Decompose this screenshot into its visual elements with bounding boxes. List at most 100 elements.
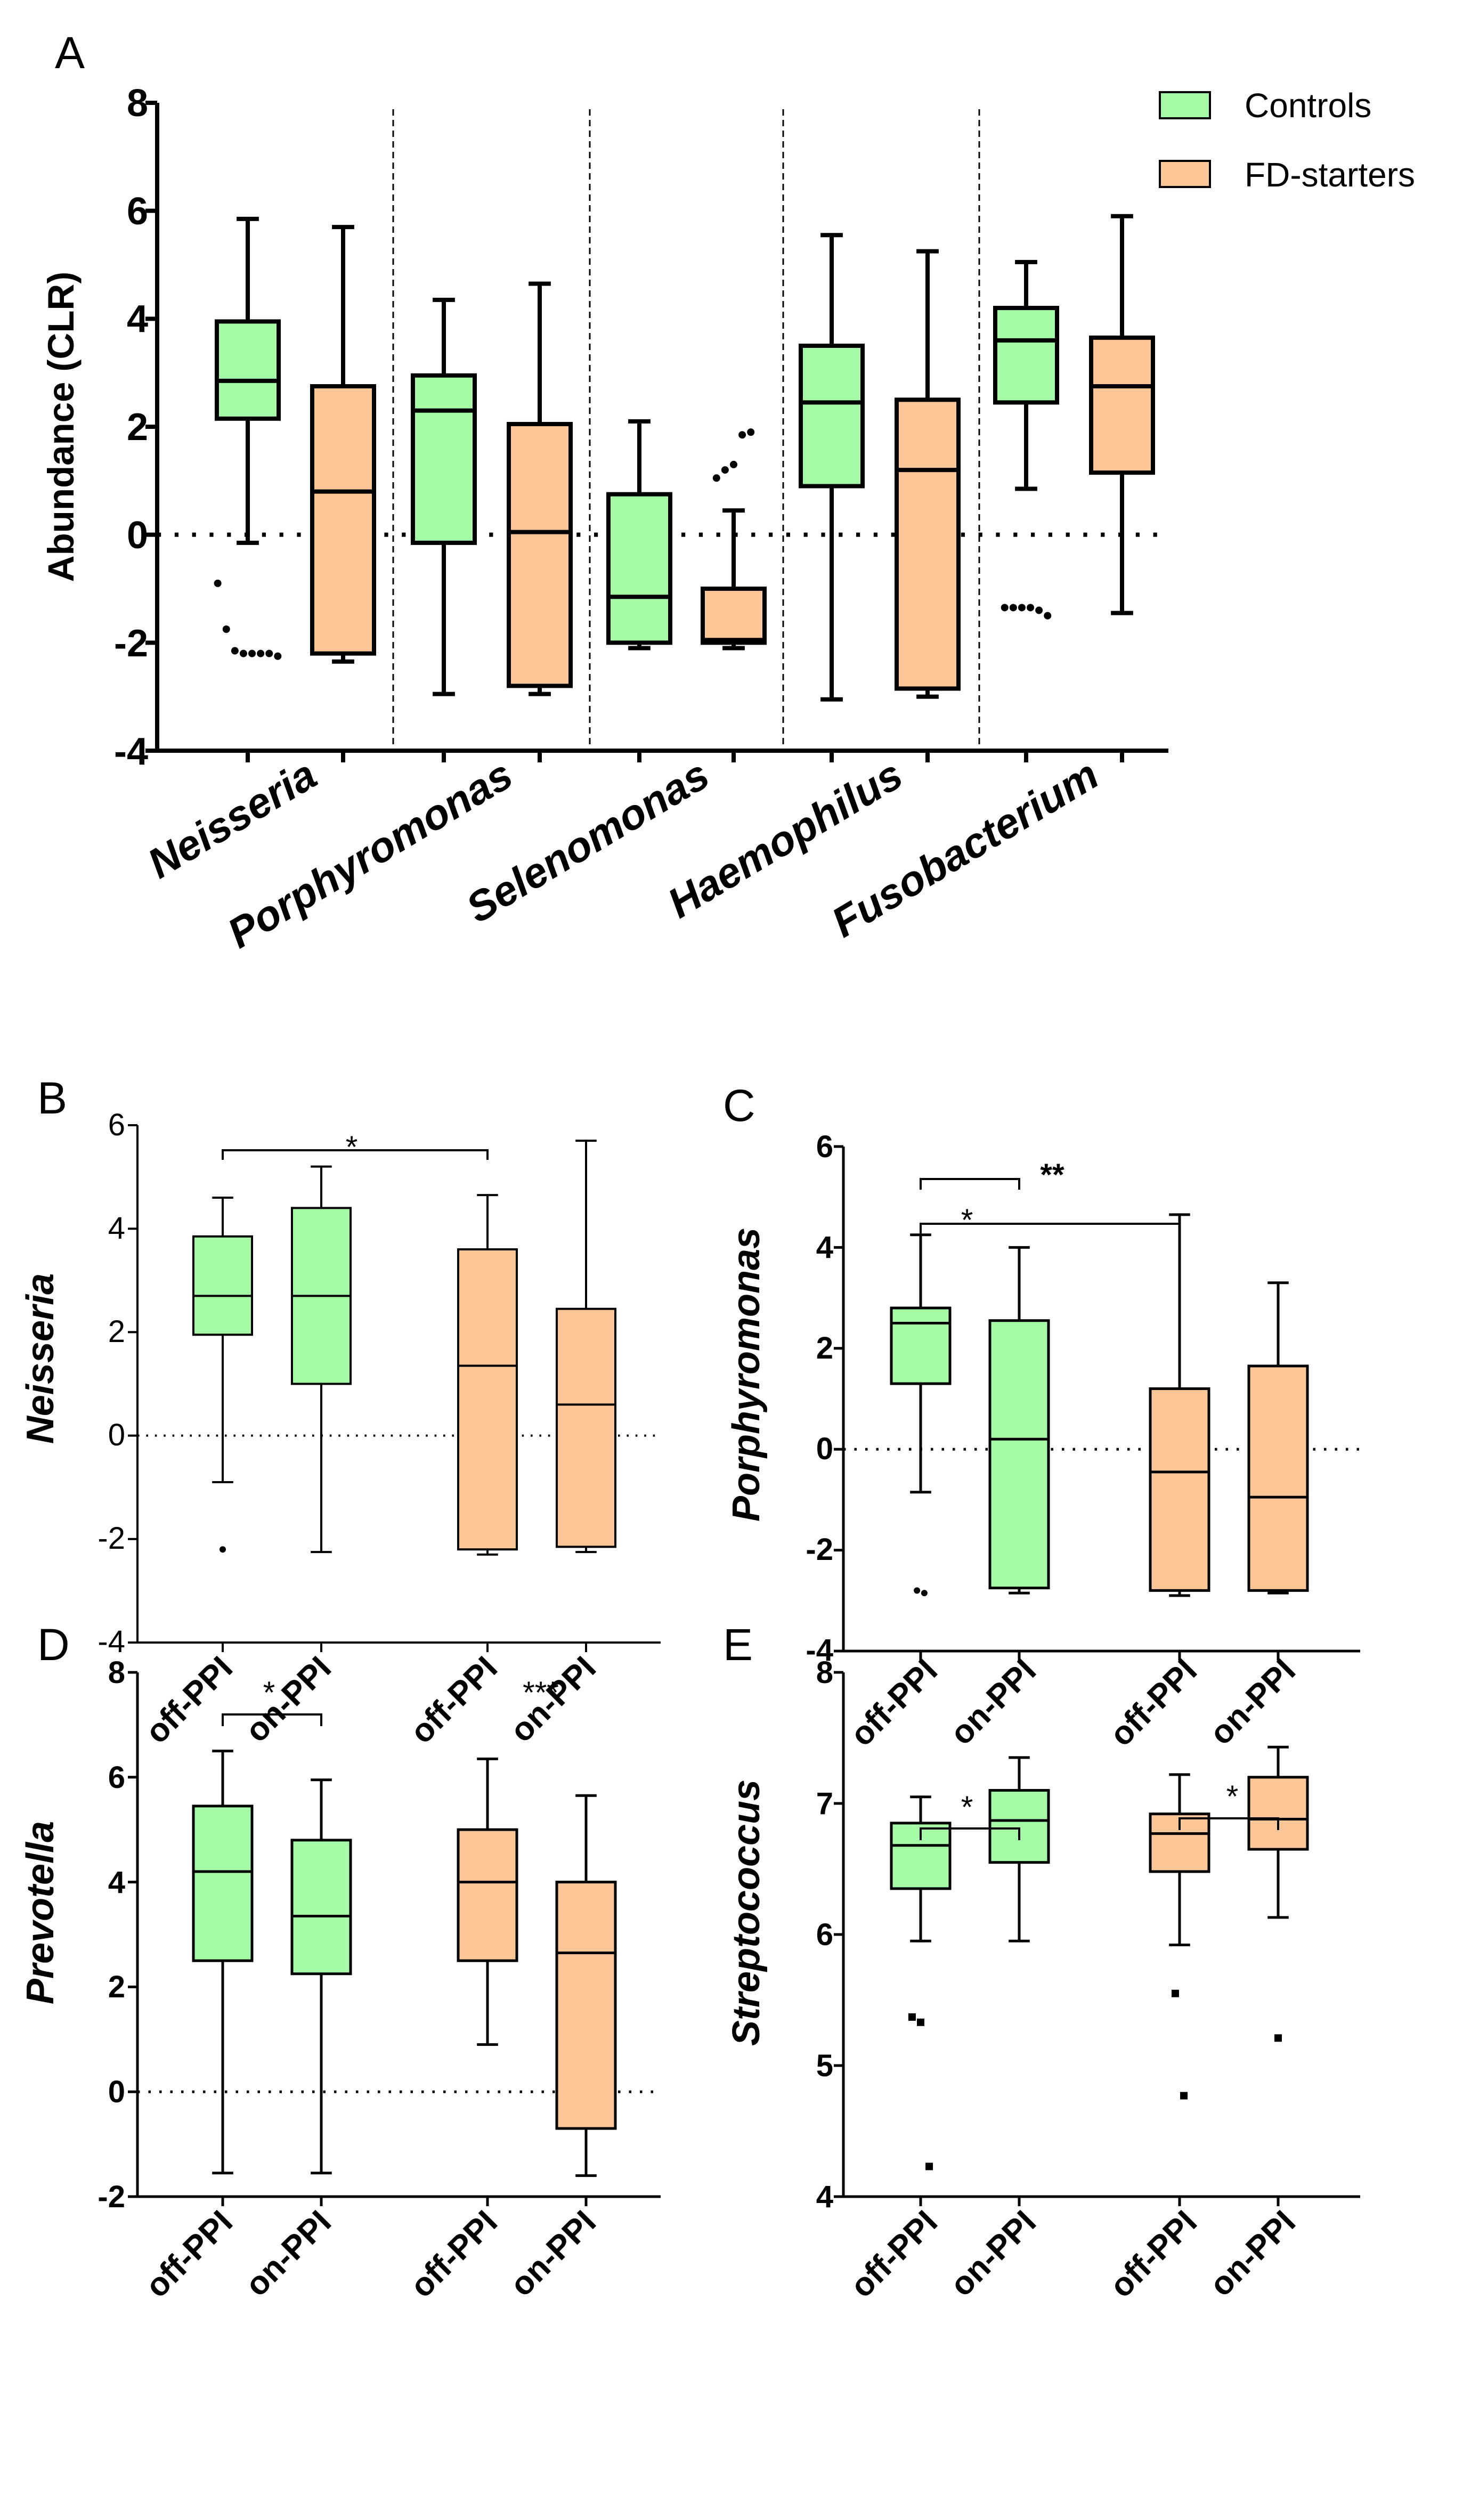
outlier-point bbox=[917, 2018, 924, 2026]
ytick-b-6: 6 bbox=[108, 1108, 125, 1142]
sig-d-2: *** bbox=[523, 1676, 559, 1710]
ytick-a-neg4: -4 bbox=[114, 730, 148, 773]
outlier-point bbox=[257, 649, 265, 657]
ylabel-e: Streptococcus bbox=[725, 1779, 768, 2046]
outlier-point bbox=[220, 1546, 226, 1553]
ytick-b-neg4: -4 bbox=[97, 1624, 125, 1659]
ytick-c-6: 6 bbox=[816, 1129, 833, 1164]
plot-area-c bbox=[834, 1145, 1360, 1661]
ytick-d-0: 0 bbox=[108, 2075, 125, 2109]
panel-letter-c: C bbox=[723, 1080, 755, 1131]
ylabel-c: Porphyromonas bbox=[725, 1228, 768, 1522]
significance-bracket bbox=[920, 1223, 1181, 1234]
outlier-point bbox=[925, 2163, 933, 2171]
ytick-a-4: 4 bbox=[127, 298, 148, 340]
ylabel-d: Prevotella bbox=[19, 1821, 62, 2004]
box-controls bbox=[988, 1319, 1050, 1590]
outlier-point bbox=[908, 2013, 916, 2021]
ytick-a-neg2: -2 bbox=[114, 622, 148, 665]
ytick-d-8: 8 bbox=[108, 1655, 125, 1690]
panel-letter-d: D bbox=[37, 1620, 70, 1670]
outlier-point bbox=[747, 428, 755, 436]
outlier-point bbox=[239, 649, 247, 657]
legend-swatch-controls bbox=[1159, 91, 1211, 119]
plot-area-b bbox=[128, 1124, 661, 1652]
plot-area-e bbox=[834, 1671, 1360, 2206]
plot-area-d bbox=[128, 1672, 661, 2206]
box-fd bbox=[701, 587, 767, 645]
ytick-c-4: 4 bbox=[816, 1230, 833, 1265]
ytick-b-2: 2 bbox=[108, 1314, 125, 1349]
outlier-point bbox=[248, 649, 256, 657]
box-fd bbox=[1247, 1776, 1309, 1851]
panel-letter-b: B bbox=[37, 1073, 67, 1123]
outlier-point bbox=[721, 466, 729, 474]
box-controls bbox=[215, 319, 281, 421]
box-controls bbox=[993, 306, 1059, 405]
outlier-point bbox=[1035, 606, 1043, 614]
box-fd bbox=[555, 1881, 617, 2130]
ytick-c-2: 2 bbox=[816, 1331, 833, 1365]
ytick-c-neg2: -2 bbox=[806, 1532, 833, 1567]
box-controls bbox=[799, 344, 865, 489]
outlier-point bbox=[1044, 612, 1052, 620]
box-controls bbox=[606, 492, 672, 645]
ytick-e-6: 6 bbox=[816, 1917, 833, 1952]
outlier-point bbox=[1001, 604, 1009, 612]
legend-swatch-fd-starters bbox=[1159, 160, 1211, 188]
ylabel-b: Neisseria bbox=[19, 1273, 62, 1444]
ytick-a-2: 2 bbox=[127, 406, 148, 449]
sig-e-2: * bbox=[1226, 1779, 1239, 1814]
significance-bracket bbox=[920, 1827, 1020, 1840]
box-controls bbox=[192, 1804, 254, 1962]
outlier-point bbox=[222, 625, 230, 633]
outlier-point bbox=[1180, 2092, 1188, 2100]
outlier-point bbox=[1018, 604, 1026, 612]
ytick-c-neg4: -4 bbox=[806, 1633, 833, 1668]
ytick-e-4: 4 bbox=[816, 2180, 833, 2214]
sig-d-1: * bbox=[263, 1676, 275, 1710]
outlier-point bbox=[214, 579, 222, 587]
ytick-d-2: 2 bbox=[108, 1970, 125, 2004]
significance-bracket bbox=[920, 1178, 1020, 1190]
significance-bracket bbox=[1179, 1817, 1279, 1830]
outlier-point bbox=[914, 1587, 921, 1594]
box-fd bbox=[1247, 1364, 1309, 1592]
ytick-d-6: 6 bbox=[108, 1760, 125, 1795]
box-fd bbox=[457, 1248, 518, 1551]
panel-letter-a: A bbox=[55, 28, 85, 78]
legend: Controls FD-starters bbox=[1159, 86, 1415, 194]
outlier-point bbox=[1274, 2034, 1282, 2042]
ytick-e-8: 8 bbox=[816, 1655, 833, 1690]
plot-area-a bbox=[145, 101, 1168, 762]
ytick-a-6: 6 bbox=[127, 190, 148, 233]
ytick-d-neg2: -2 bbox=[97, 2180, 125, 2214]
box-fd bbox=[895, 397, 961, 691]
significance-bracket bbox=[222, 1713, 322, 1726]
significance-bracket bbox=[222, 1149, 489, 1160]
outlier-point bbox=[265, 649, 273, 657]
ytick-b-4: 4 bbox=[108, 1211, 125, 1246]
outlier-point bbox=[1009, 604, 1017, 612]
outlier-point bbox=[1027, 604, 1035, 612]
box-fd bbox=[457, 1828, 518, 1962]
ytick-e-7: 7 bbox=[816, 1786, 833, 1821]
box-controls bbox=[988, 1789, 1050, 1864]
outlier-point bbox=[274, 652, 282, 660]
ytick-e-5: 5 bbox=[816, 2048, 833, 2083]
ytick-b-0: 0 bbox=[108, 1418, 125, 1452]
box-fd bbox=[556, 1307, 616, 1548]
sig-e-1: * bbox=[961, 1790, 973, 1825]
outlier-point bbox=[712, 474, 720, 482]
box-controls bbox=[890, 1306, 952, 1385]
ylabel-a: Abundance (CLR) bbox=[40, 272, 82, 582]
box-fd bbox=[1149, 1387, 1210, 1592]
box-controls bbox=[290, 1839, 352, 1976]
outlier-point bbox=[921, 1590, 928, 1597]
sig-c-1: ** bbox=[1040, 1158, 1064, 1192]
box-controls bbox=[192, 1235, 253, 1336]
box-fd bbox=[1089, 335, 1155, 475]
box-controls bbox=[411, 373, 477, 545]
outlier-point bbox=[738, 431, 746, 439]
